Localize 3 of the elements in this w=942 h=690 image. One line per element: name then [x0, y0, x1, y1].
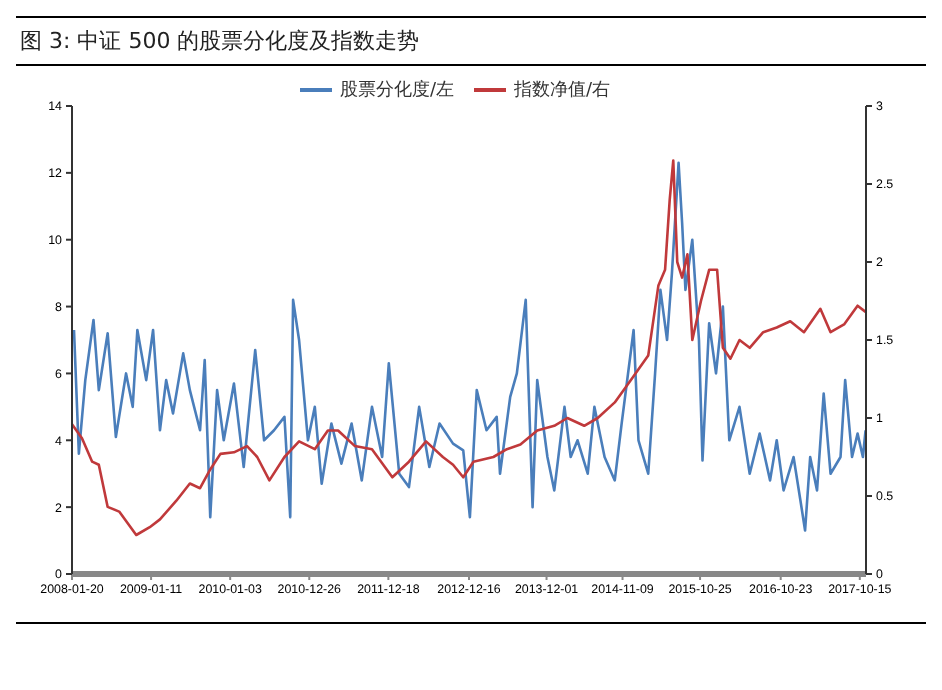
chart-title: 图 3: 中证 500 的股票分化度及指数走势 [16, 16, 926, 66]
legend-label: 股票分化度/左 [339, 80, 454, 101]
legend-label: 指数净值/右 [514, 80, 611, 101]
